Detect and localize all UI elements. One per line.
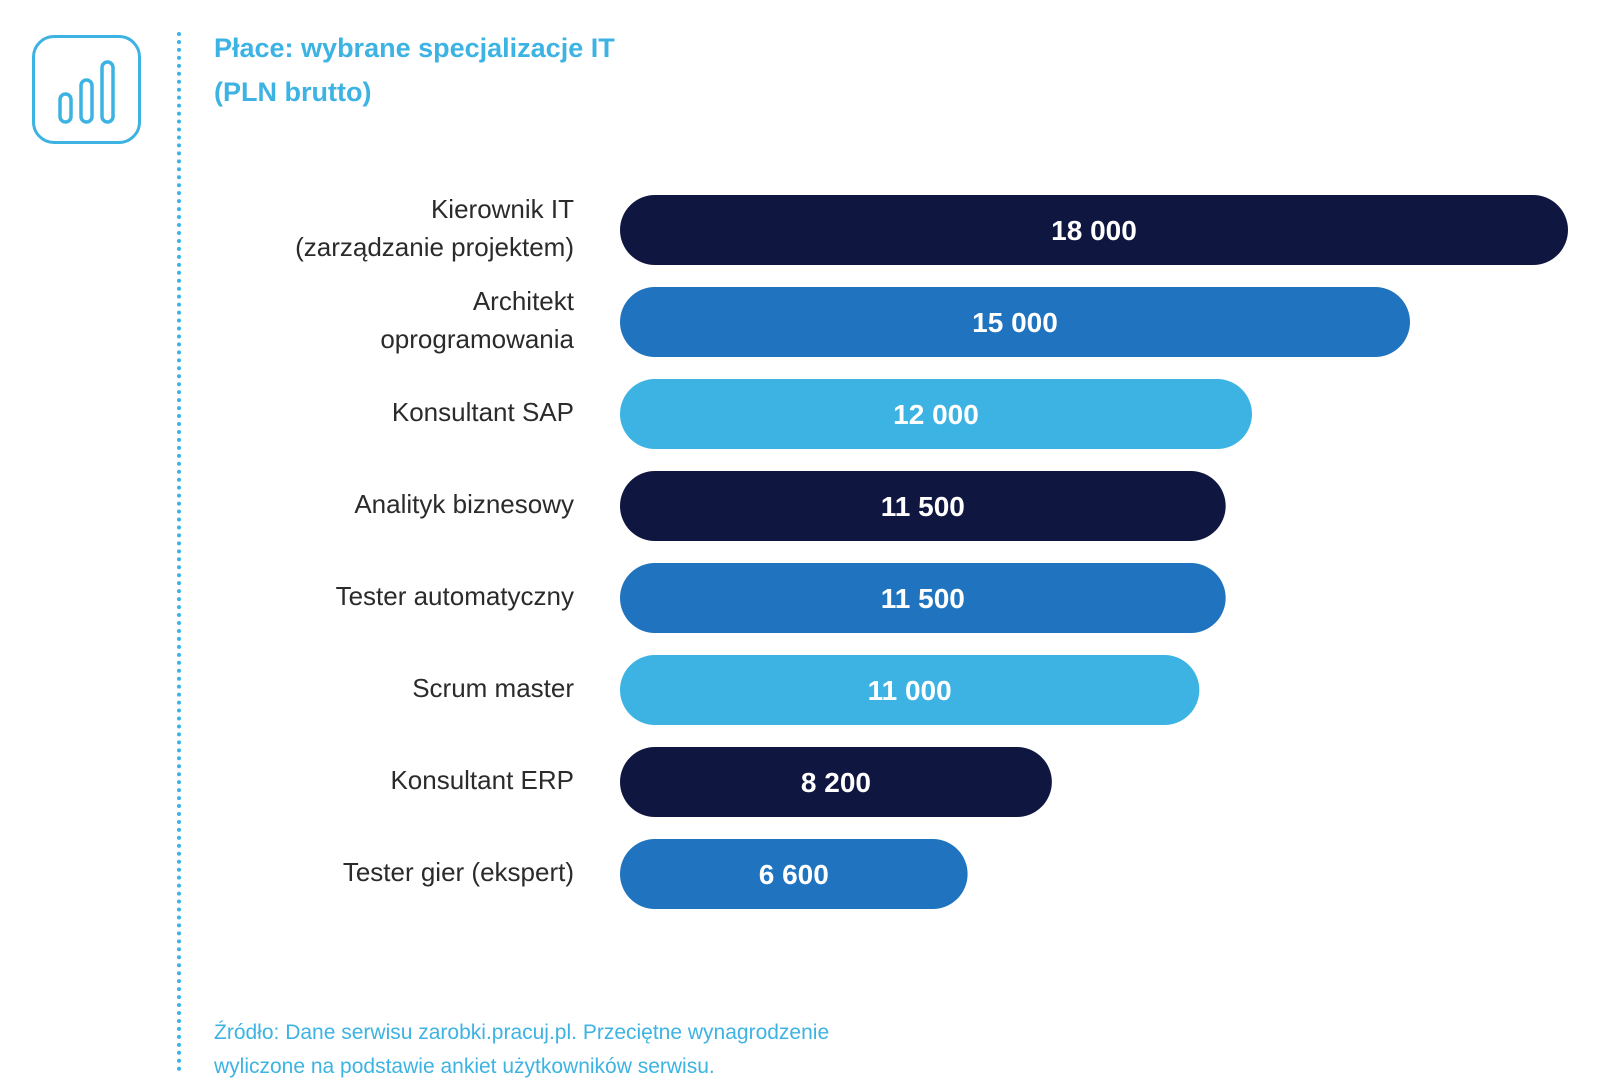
bar-value-label: 15 000: [972, 307, 1058, 338]
source-note-line-1: Źródło: Dane serwisu zarobki.pracuj.pl. …: [214, 1021, 830, 1044]
bar: [620, 655, 1200, 725]
category-label: Tester automatyczny: [336, 581, 574, 611]
bar: [620, 195, 1568, 265]
bar-value-label: 8 200: [801, 767, 871, 798]
bar-value-label: 11 000: [868, 675, 952, 706]
bar: [620, 563, 1226, 633]
category-label: Konsultant SAP: [392, 397, 574, 427]
category-label: Tester gier (ekspert): [343, 857, 574, 887]
category-label: Konsultant ERP: [390, 765, 574, 795]
bar-value-label: 12 000: [893, 399, 979, 430]
category-label: oprogramowania: [380, 324, 574, 354]
source-note: Źródło: Dane serwisu zarobki.pracuj.pl. …: [214, 1016, 829, 1084]
dotted-divider: [177, 32, 181, 1072]
category-label: (zarządzanie projektem): [295, 232, 574, 262]
category-label: Kierownik IT: [431, 194, 574, 224]
bar-chart: 18 000 Kierownik IT (zarządzanie projektem…: [295, 194, 1568, 909]
chart-title: Płace: wybrane specjalizacje IT (PLN bru…: [214, 26, 615, 114]
bar-value-label: 11 500: [881, 583, 965, 614]
category-label: Scrum master: [412, 673, 574, 703]
chart-title-line-2: (PLN brutto): [214, 77, 372, 107]
bar-value-label: 6 600: [759, 859, 829, 890]
category-label: Analityk biznesowy: [354, 489, 574, 519]
bar: [620, 839, 968, 909]
bar: [620, 379, 1252, 449]
chart-title-line-1: Płace: wybrane specjalizacje IT: [214, 33, 615, 63]
category-label: Architekt: [473, 286, 575, 316]
bar-value-label: 18 000: [1051, 215, 1137, 246]
bar: [620, 747, 1052, 817]
source-note-line-2: wyliczone na podstawie ankiet użytkownik…: [214, 1055, 715, 1078]
bar: [620, 471, 1226, 541]
bar-value-label: 11 500: [881, 491, 965, 522]
bar: [620, 287, 1410, 357]
bar-chart-icon: [32, 35, 141, 144]
